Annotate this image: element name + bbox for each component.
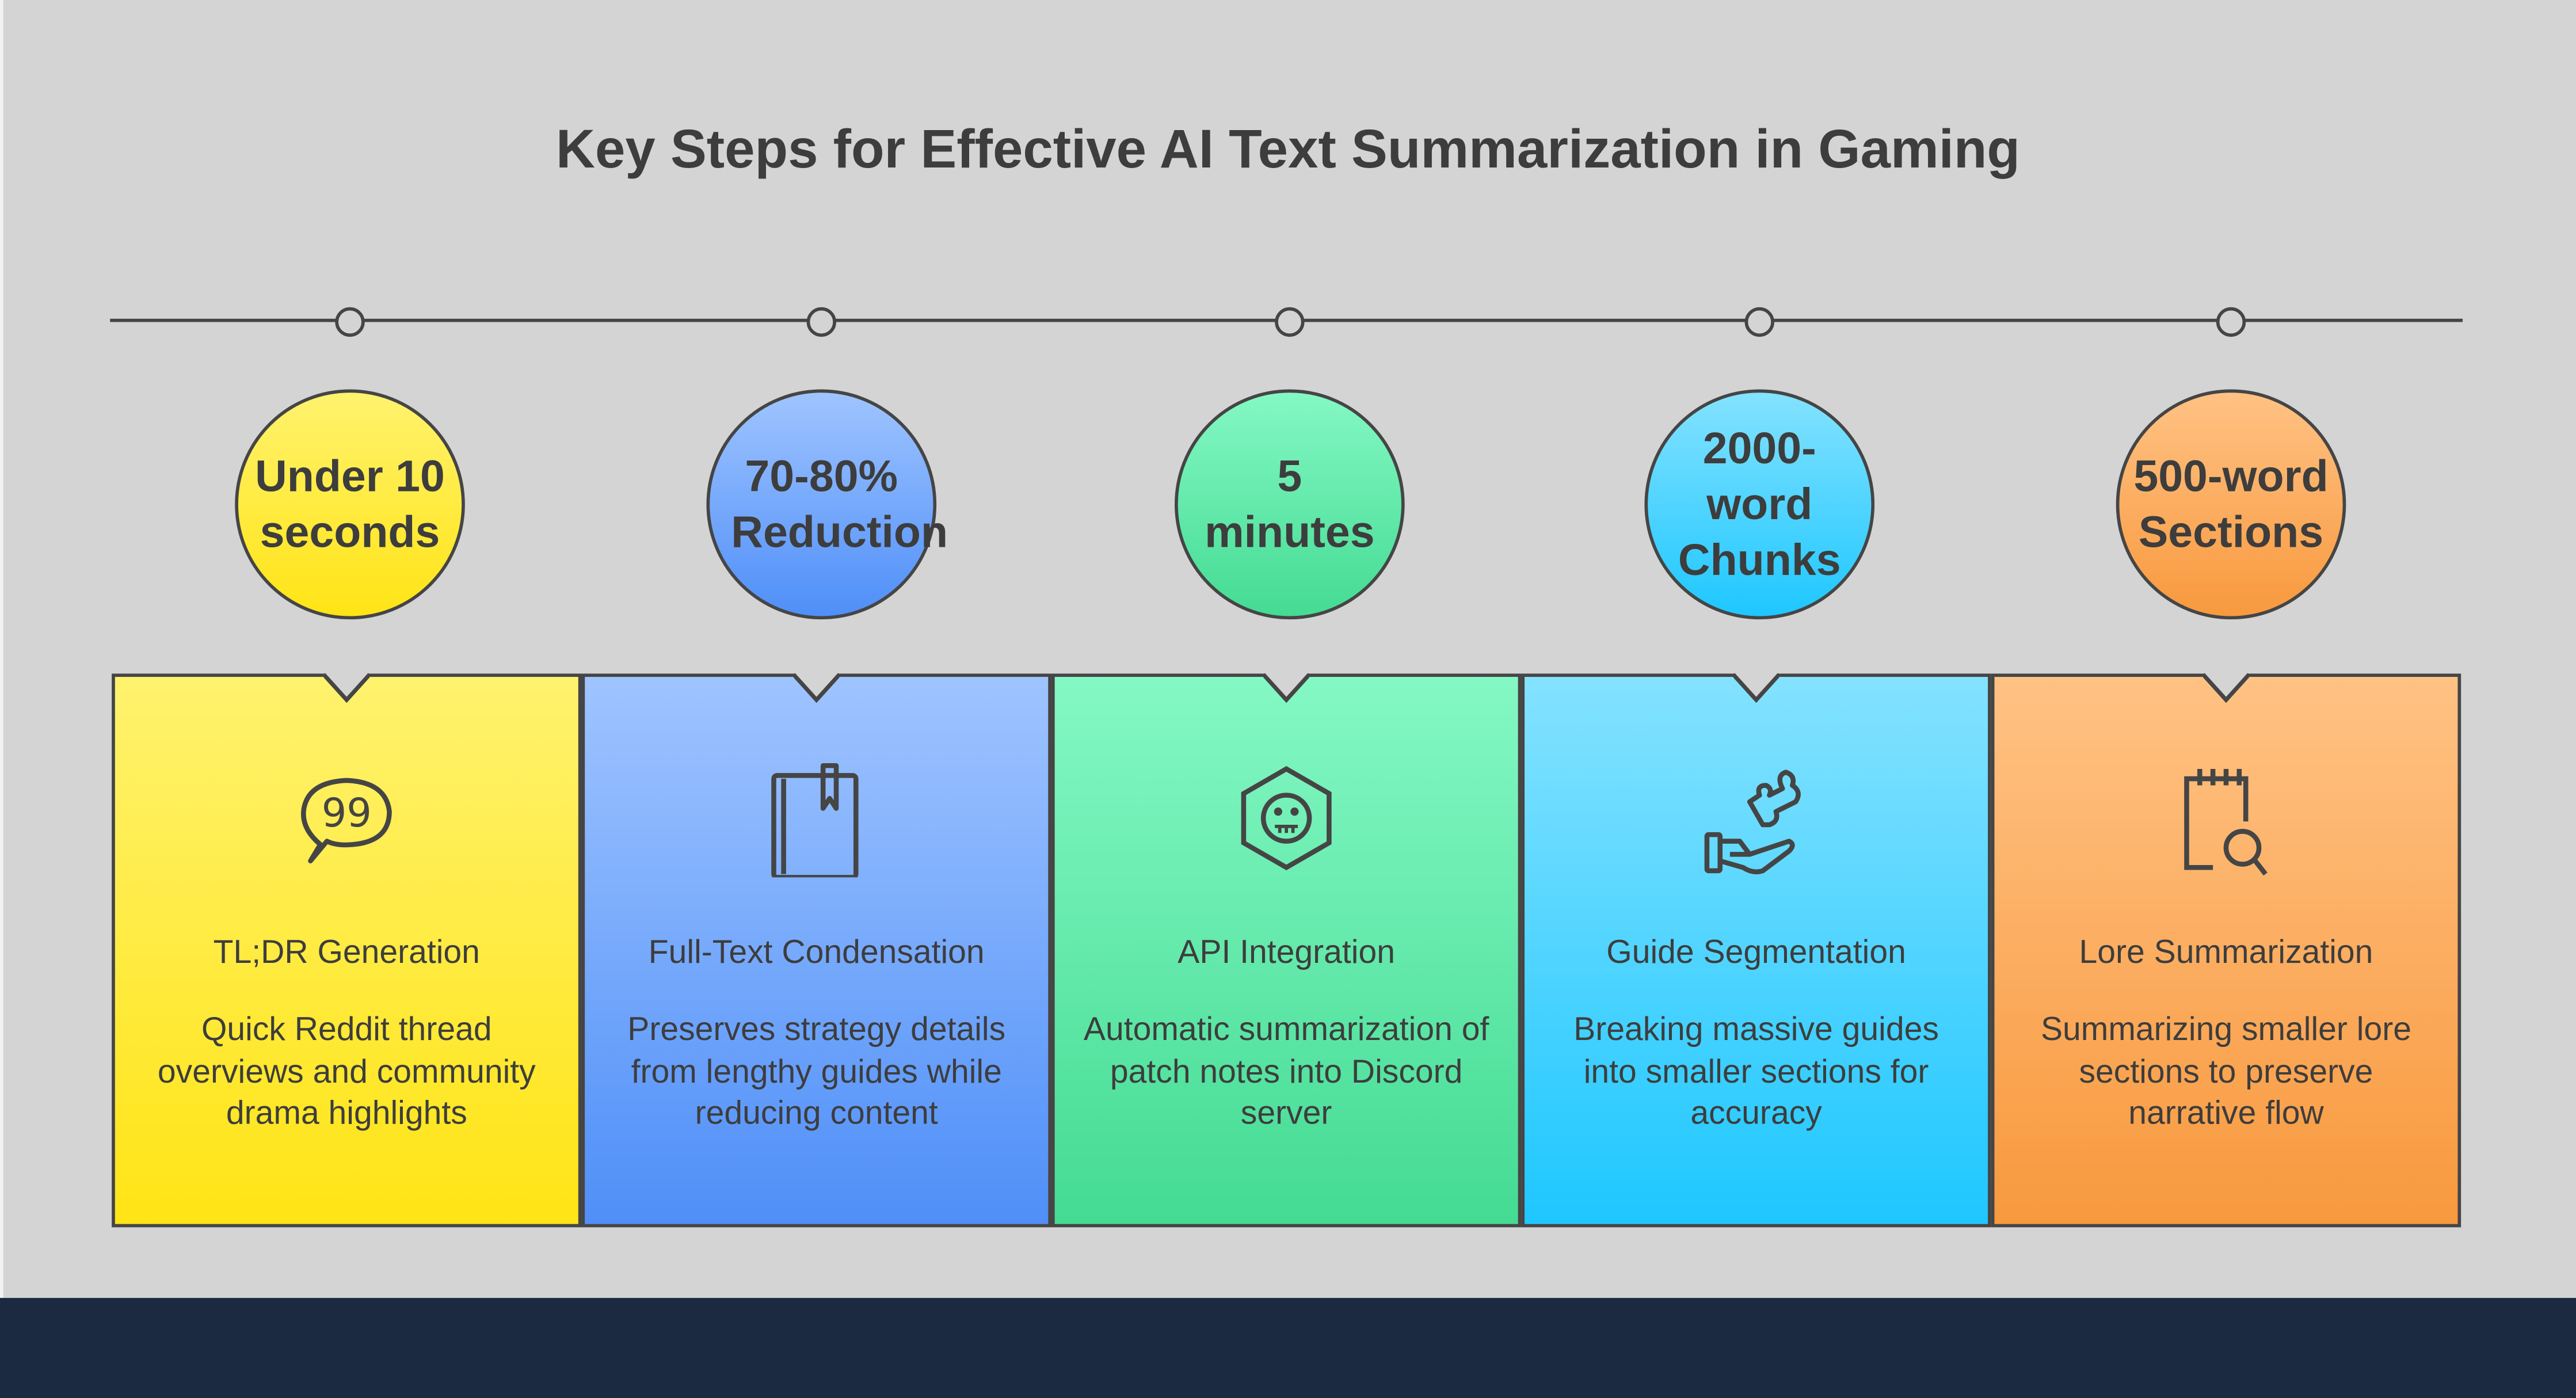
metric-label: 500-word Sections (2133, 452, 2329, 557)
metric-circle: 70-80% Reduction (706, 389, 948, 620)
card-notch (793, 672, 840, 703)
card-notch (1733, 672, 1779, 703)
step-heading: Full-Text Condensation (648, 935, 985, 972)
metric-label: 70-80% Reduction (731, 452, 948, 557)
step-card: 99 TL;DR Generation Quick Reddit thread … (112, 672, 582, 1228)
step-description: Summarizing smaller lore sections to pre… (2040, 1012, 2412, 1132)
notepad-search-icon (2184, 768, 2268, 876)
metric-label: Under 10 seconds (255, 452, 445, 557)
robot-hexagon-icon (1241, 766, 1332, 871)
step-heading: Guide Segmentation (1606, 935, 1906, 972)
speech-bubble-quote-icon: 99 (301, 778, 392, 864)
card-notch (2203, 672, 2249, 703)
metric-circle: Under 10 seconds (235, 389, 465, 620)
step-description: Automatic summarization of patch notes i… (1083, 1012, 1489, 1132)
metric-circle: 500-word Sections (2116, 389, 2346, 620)
book-bookmark-icon (771, 763, 859, 878)
metric-label: 5 minutes (1205, 452, 1375, 557)
card-notch (1263, 672, 1310, 703)
timeline-dot (1275, 307, 1305, 337)
step-description: Quick Reddit thread overviews and commun… (157, 1012, 536, 1132)
timeline-dot (1744, 307, 1774, 337)
step-heading: API Integration (1178, 935, 1396, 972)
step-heading: TL;DR Generation (213, 935, 480, 972)
hand-puzzle-icon (1704, 770, 1801, 875)
step-card: API Integration Automatic summarization … (1051, 672, 1522, 1228)
left-edge (0, 0, 3, 1298)
page-title: Key Steps for Effective AI Text Summariz… (555, 118, 2020, 180)
svg-text:99: 99 (322, 790, 372, 836)
step-card: Lore Summarization Summarizing smaller l… (1991, 672, 2461, 1228)
metric-circle: 5 minutes (1175, 389, 1405, 620)
timeline-dot (806, 307, 836, 337)
metric-circle: 2000-word Chunks (1644, 389, 1875, 620)
metric-label: 2000-word Chunks (1678, 424, 1841, 585)
footer-bar (0, 1298, 2576, 1398)
timeline-dot (2216, 307, 2246, 337)
card-notch (323, 672, 370, 703)
step-description: Preserves strategy details from lengthy … (627, 1012, 1006, 1132)
step-card: Full-Text Condensation Preserves strateg… (581, 672, 1051, 1228)
step-description: Breaking massive guides into smaller sec… (1573, 1012, 1939, 1132)
step-card: Guide Segmentation Breaking massive guid… (1521, 672, 1991, 1228)
step-heading: Lore Summarization (2079, 935, 2373, 972)
timeline-dot (335, 307, 365, 337)
